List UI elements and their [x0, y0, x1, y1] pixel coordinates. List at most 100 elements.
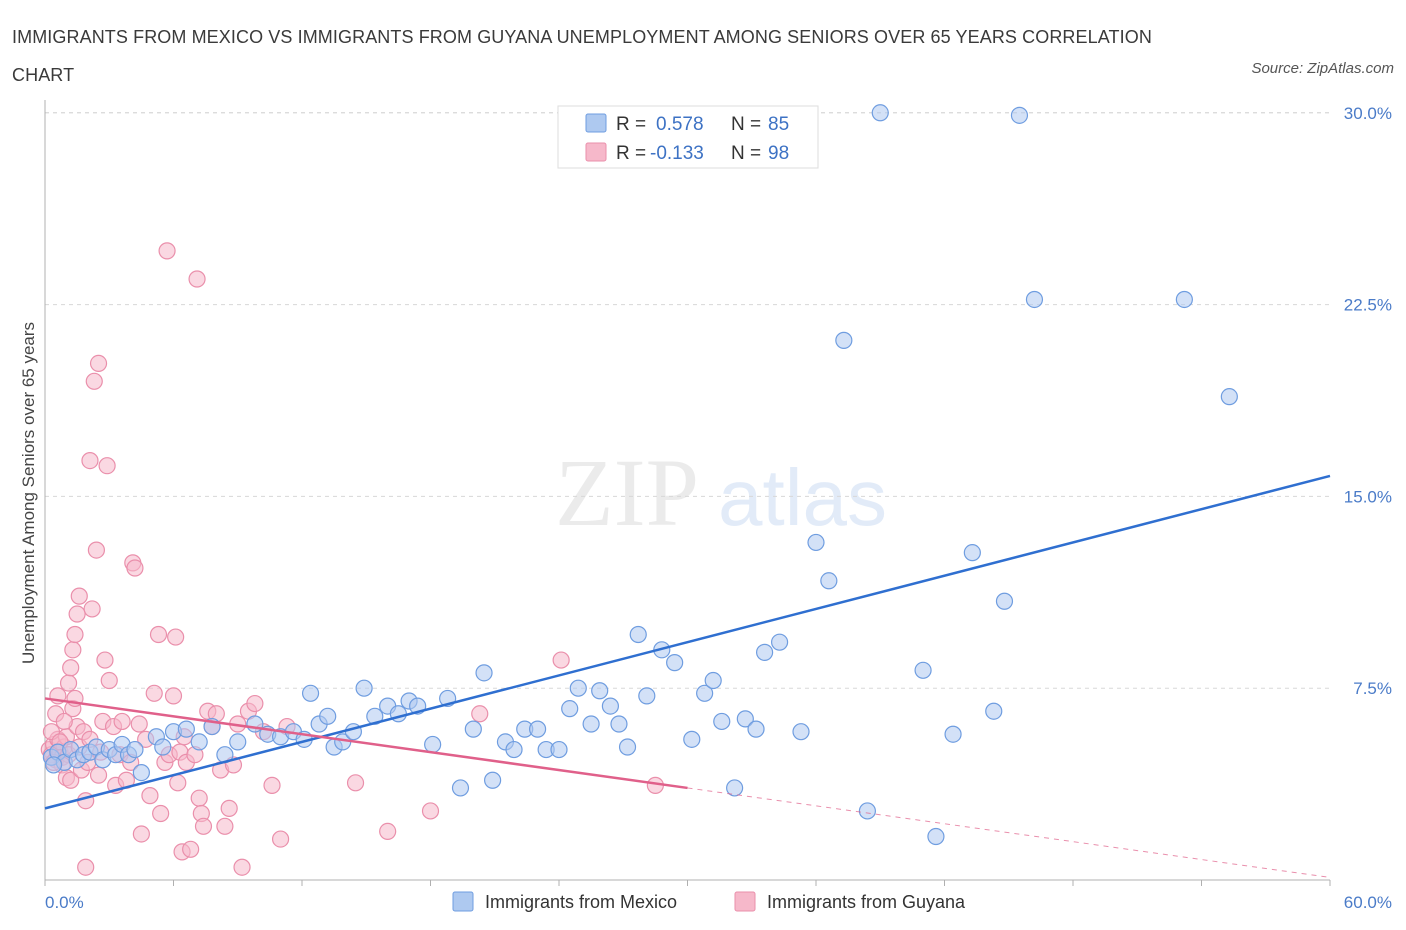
watermark-zip: ZIP [555, 439, 699, 546]
mexico-point-43 [464, 720, 482, 738]
guyana-point-52 [126, 559, 144, 577]
mexico-point-42 [451, 779, 470, 797]
guyana-point-61 [158, 242, 176, 260]
mexico-point-82 [985, 702, 1003, 720]
guyana-point-48 [113, 712, 131, 731]
guyana-point-64 [167, 628, 185, 646]
guyana-point-40 [81, 451, 99, 470]
mexico-point-13 [126, 740, 144, 759]
mexico-points [42, 104, 1238, 846]
mexico-point-78 [914, 661, 932, 679]
mexico-point-63 [683, 730, 701, 748]
guyana-point-84 [233, 858, 251, 876]
legend-n-value-guyana: 98 [768, 143, 789, 164]
guyana-points [40, 242, 664, 876]
guyana-point-59 [152, 804, 170, 823]
guyana-point-58 [149, 625, 168, 644]
series-legend: Immigrants from Mexico Immigrants from G… [452, 891, 966, 912]
mexico-point-84 [1010, 106, 1029, 124]
guyana-point-89 [271, 830, 290, 848]
legend-r-value-mexico: 0.578 [656, 114, 704, 135]
guyana-point-44 [100, 671, 118, 690]
guyana-point-28 [70, 587, 88, 605]
guyana-point-43 [98, 457, 116, 475]
guyana-point-42 [89, 354, 108, 373]
guyana-point-54 [132, 825, 150, 843]
guyana-trend-line [44, 697, 688, 790]
correlation-legend: R = 0.578 N = 85 R = -0.133 N = 98 [557, 105, 819, 169]
mexico-point-81 [963, 544, 981, 562]
guyana-point-36 [89, 766, 108, 784]
tick-labels: 7.5% 15.0% 22.5% 30.0% 0.0% 60.0% [45, 104, 1392, 912]
guyana-point-26 [66, 625, 84, 644]
guyana-point-88 [263, 776, 281, 794]
mexico-point-64 [696, 684, 714, 702]
guyana-point-81 [220, 799, 238, 817]
guyana-point-35 [87, 541, 106, 559]
mexico-point-58 [618, 738, 637, 756]
legend-swatch-guyana [585, 142, 607, 162]
guyana-point-57 [145, 684, 163, 702]
mexico-point-80 [944, 725, 962, 743]
mexico-point-76 [858, 802, 877, 820]
y-tick-label-2: 22.5% [1344, 296, 1392, 315]
mexico-point-88 [44, 756, 63, 774]
guyana-point-56 [141, 787, 159, 805]
mexico-point-62 [666, 654, 684, 672]
mexico-point-70 [755, 643, 774, 661]
guyana-point-34 [83, 600, 101, 618]
bottom-legend-guyana: Immigrants from Guyana [767, 892, 966, 912]
chart-title: IMMIGRANTS FROM MEXICO VS IMMIGRANTS FRO… [12, 27, 1152, 85]
watermark-atlas: atlas [718, 453, 887, 542]
mexico-point-74 [820, 572, 838, 590]
guyana-point-41 [85, 372, 103, 390]
mexico-trend-line [44, 474, 1331, 810]
mexico-point-45 [484, 771, 502, 789]
mexico-point-68 [736, 710, 754, 728]
bottom-legend-swatch-mexico [452, 891, 474, 912]
mexico-point-77 [871, 104, 889, 122]
guyana-point-31 [77, 792, 95, 810]
mexico-point-14 [132, 763, 150, 782]
mexico-point-53 [569, 679, 587, 697]
x-tick-label-1: 60.0% [1344, 893, 1392, 912]
mexico-point-49 [528, 720, 547, 738]
guyana-point-70 [182, 840, 200, 858]
mexico-point-87 [1220, 388, 1238, 406]
guyana-point-25 [64, 641, 82, 659]
legend-n-label-mexico: N = [731, 114, 761, 135]
mexico-point-40 [424, 735, 442, 754]
mexico-point-79 [927, 827, 945, 846]
mexico-point-73 [807, 533, 825, 552]
mexico-point-28 [301, 684, 320, 702]
mexico-point-86 [1175, 290, 1193, 309]
mexico-point-75 [835, 331, 853, 349]
bottom-legend-mexico: Immigrants from Mexico [485, 892, 677, 912]
guyana-point-22 [55, 712, 73, 731]
mexico-point-83 [995, 592, 1014, 610]
legend-n-label-guyana: N = [731, 143, 761, 164]
y-tick-label-3: 30.0% [1344, 104, 1392, 123]
guyana-point-72 [188, 270, 206, 288]
guyana-point-63 [164, 687, 183, 705]
guyana-point-23 [59, 674, 78, 692]
guyana-trend-line-extension [687, 787, 1331, 878]
mexico-point-65 [704, 671, 722, 690]
guyana-point-24 [62, 659, 80, 677]
legend-r-label-guyana: R = [616, 143, 646, 164]
guyana-point-39 [96, 651, 114, 669]
trend-lines [44, 474, 1331, 878]
mexico-point-69 [747, 720, 765, 738]
mexico-point-66 [713, 712, 731, 731]
mexico-point-56 [601, 697, 620, 715]
guyana-point-92 [379, 822, 397, 841]
chart-source: Source: ZipAtlas.com [1251, 60, 1394, 77]
mexico-point-30 [319, 707, 337, 725]
mexico-point-59 [629, 625, 647, 644]
guyana-point-53 [130, 715, 148, 733]
mexico-point-19 [190, 733, 208, 751]
mexico-point-47 [505, 740, 523, 759]
guyana-point-80 [216, 817, 234, 835]
guyana-point-73 [190, 789, 208, 807]
